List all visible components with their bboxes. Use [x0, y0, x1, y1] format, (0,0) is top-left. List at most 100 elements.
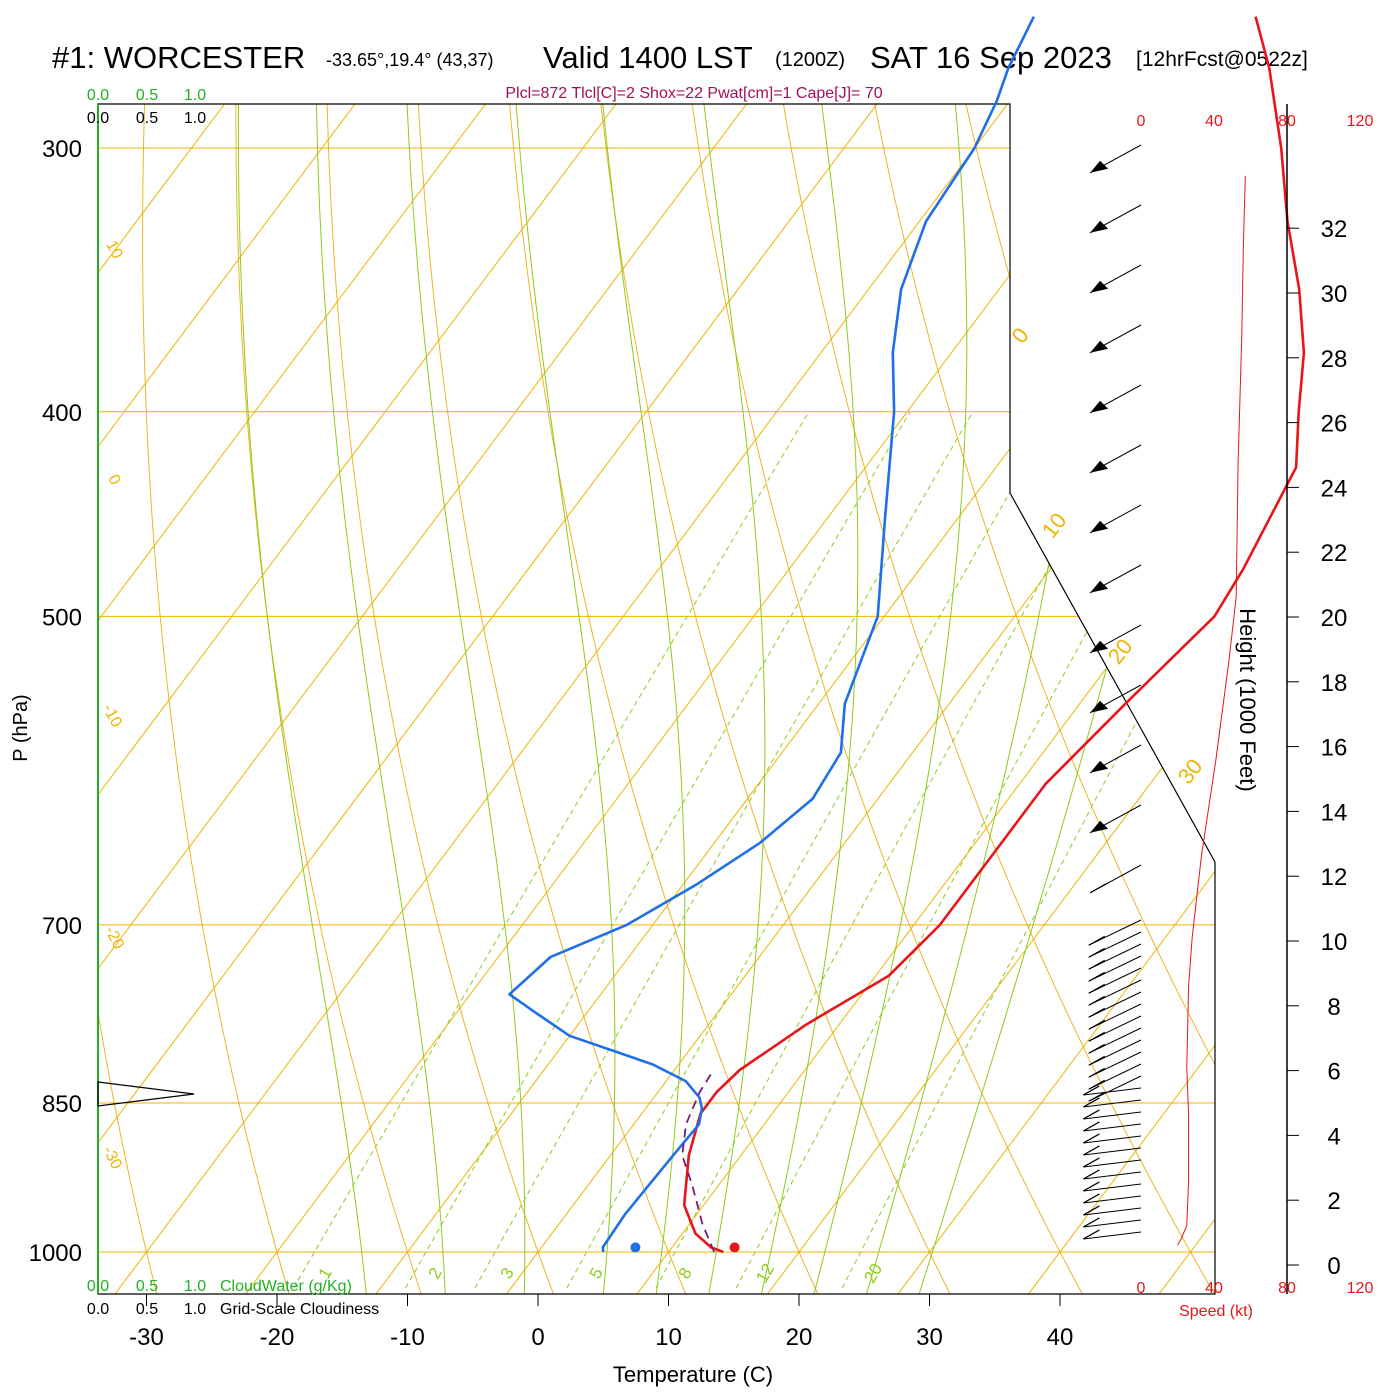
dry-adiabat — [235, 104, 426, 1294]
speed-bottom-tick-label: 40 — [1205, 1280, 1223, 1297]
wind-speed-profile — [1177, 175, 1246, 1246]
wind-pennant — [1090, 220, 1109, 233]
cloudiness-bottom-tick-label: 0.0 — [87, 1301, 109, 1318]
isotherm-line — [1019, 104, 1215, 1294]
dry-adiabat — [98, 104, 161, 1294]
station-coords: -33.65°,19.4° (43,37) — [326, 50, 494, 70]
valid-time: Valid 1400 LST — [543, 40, 753, 75]
dry-adiabat — [325, 104, 559, 1294]
height-tick-label: 14 — [1321, 799, 1348, 826]
wind-pennant — [1090, 340, 1109, 353]
height-tick-label: 32 — [1321, 216, 1348, 243]
isotherm-line — [98, 104, 346, 1294]
surface-dewpoint-marker — [630, 1242, 641, 1253]
temperature-tick-label: -10 — [390, 1324, 425, 1351]
speed-bottom-tick-label: 120 — [1347, 1280, 1374, 1297]
wind-feather — [1083, 1181, 1100, 1192]
dry-adiabat — [672, 104, 1089, 1294]
stability-indices: Plcl=872 Tlcl[C]=2 Shox=22 Pwat[cm]=1 Ca… — [505, 85, 882, 102]
pressure-tick-label: 700 — [42, 913, 82, 940]
isotherm-line — [98, 104, 737, 1294]
isotherm-line — [497, 104, 1215, 1294]
wind-feather — [1083, 1157, 1100, 1168]
moist-adiabat — [810, 104, 968, 1294]
wind-feather — [1088, 1091, 1106, 1102]
wind-pennant — [1090, 460, 1109, 473]
cloudwater-top-tick-label: 0.0 — [87, 87, 109, 104]
wind-barb — [1083, 1135, 1142, 1144]
speed-top-tick-label: 80 — [1278, 113, 1296, 130]
wind-feather — [1088, 935, 1106, 946]
cloudwater-bottom-tick-label: 0.5 — [136, 1278, 158, 1295]
wind-feather — [1083, 1145, 1100, 1156]
cloudwater-top-tick-label: 1.0 — [184, 87, 206, 104]
height-tick-label: 8 — [1327, 994, 1340, 1021]
wind-feather — [1083, 1121, 1100, 1132]
wind-barb — [1083, 1123, 1142, 1132]
mixing-ratio-line — [655, 411, 1136, 1289]
wind-feather — [1088, 1043, 1106, 1054]
x-axis-title: Temperature (C) — [613, 1362, 773, 1387]
moist-adiabat — [237, 104, 368, 1294]
height-tick-label: 18 — [1321, 670, 1348, 697]
height-tick-label: 16 — [1321, 735, 1348, 762]
wind-pennant — [1090, 520, 1109, 533]
wind-feather — [1083, 1133, 1100, 1144]
wind-barb — [1088, 1039, 1142, 1066]
dry-adiabat — [412, 104, 691, 1294]
wind-barb — [1088, 1051, 1142, 1078]
axes: 2503004005007008501000-30-20-10010203040… — [29, 87, 1074, 1351]
wind-pennant — [1090, 760, 1109, 773]
wind-barb — [1083, 1195, 1142, 1204]
cloudiness-bottom-tick-label: 0.5 — [136, 1301, 158, 1318]
wind-barb — [1088, 1075, 1142, 1102]
pressure-tick-label: 850 — [42, 1091, 82, 1118]
wind-pennant — [1090, 280, 1109, 293]
wind-feather — [1083, 1169, 1100, 1180]
isotherm-line — [758, 104, 1215, 1294]
dewpoint-profile — [508, 16, 1035, 1253]
wind-barbs — [1083, 144, 1142, 1240]
isotherm-line — [106, 104, 1129, 1294]
wind-barb — [1088, 1015, 1142, 1042]
forecast-info: [12hrFcst@0522z] — [1136, 48, 1308, 71]
isotherm-line — [98, 104, 868, 1294]
moist-adiabat — [686, 104, 766, 1294]
pressure-tick-label: 500 — [42, 604, 82, 631]
wind-barb — [1088, 979, 1142, 1006]
dry-adiabat — [585, 104, 957, 1294]
height-tick-label: 22 — [1321, 540, 1348, 567]
temperature-tick-label: 40 — [1047, 1324, 1074, 1351]
wind-barb — [1088, 931, 1142, 958]
cloudiness-top-tick-label: 0.5 — [136, 110, 158, 127]
wind-barb — [1088, 1063, 1142, 1090]
temperature-profile — [682, 16, 1306, 1254]
wind-feather — [1083, 1229, 1100, 1240]
cloudiness-top-tick-label: 1.0 — [184, 110, 206, 127]
cloud-wedge — [97, 1081, 195, 1107]
wind-barb — [1083, 1111, 1142, 1120]
dry-adiabat — [846, 104, 1215, 1294]
height-tick-label: 24 — [1321, 475, 1348, 502]
wind-feather — [1088, 947, 1106, 958]
mixing-ratio-line — [405, 411, 911, 1289]
cloudiness-label: Grid-Scale Cloudiness — [220, 1301, 379, 1318]
moist-adiabat — [589, 104, 686, 1294]
wind-barb — [1083, 1183, 1142, 1192]
height-tick-label: 28 — [1321, 346, 1348, 373]
height-tick-label: 20 — [1321, 605, 1348, 632]
cloudwater-top-tick-label: 0.5 — [136, 87, 158, 104]
wind-pennant — [1090, 580, 1109, 593]
wind-feather — [1088, 1067, 1106, 1078]
cloudwater-label: CloudWater (g/Kg) — [220, 1278, 352, 1295]
wind-barb — [1083, 1147, 1142, 1156]
wind-feather — [1088, 971, 1106, 982]
temperature-tick-label: 30 — [916, 1324, 943, 1351]
height-axis-title: Height (1000 Feet) — [1235, 608, 1260, 791]
utc-time: (1200Z) — [775, 49, 845, 71]
isotherm-line — [98, 104, 607, 1294]
speed-top-tick-label: 120 — [1347, 113, 1374, 130]
wind-barb — [1083, 1171, 1142, 1180]
